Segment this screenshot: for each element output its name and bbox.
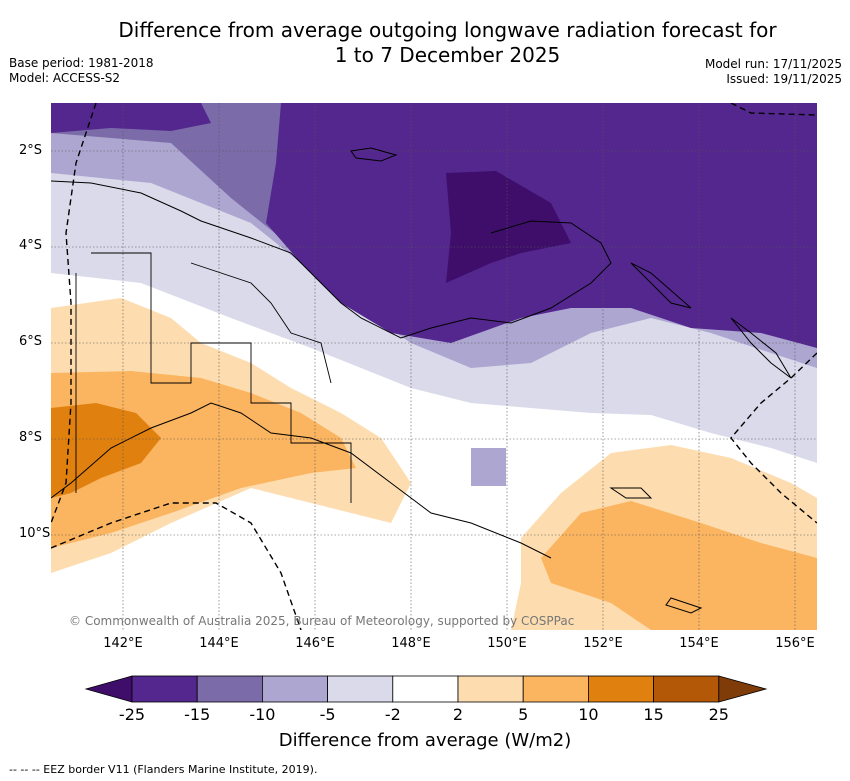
colorbar-tick-label: -2 — [384, 705, 401, 724]
anomaly-patch-small — [471, 448, 506, 486]
model-run: Model run: 17/11/2025 — [704, 57, 842, 71]
colorbar-tick-label: -5 — [319, 705, 336, 724]
meta-right: Model run: 17/11/2025 Issued: 19/11/2025 — [705, 57, 842, 87]
country-borders — [75, 252, 352, 503]
base-period: Base period: 1981-2018 — [9, 56, 154, 70]
title-line-1: Difference from average outgoing longwav… — [118, 18, 777, 42]
colorbar-cell — [261, 675, 328, 703]
colorbar-tick-label: 2 — [452, 705, 464, 724]
colorbar-extend-high — [718, 675, 768, 703]
colorbar-tick-label: -15 — [184, 705, 211, 724]
colorbar-tick-label: 25 — [708, 705, 729, 724]
model-name: Model: ACCESS-S2 — [9, 71, 121, 85]
colorbar-tick-label: 10 — [578, 705, 599, 724]
chart-title: Difference from average outgoing longwav… — [0, 18, 850, 68]
longitude-label: 152°E — [583, 636, 623, 651]
longitude-label: 142°E — [103, 636, 143, 651]
colorbar-tick-label: -25 — [118, 705, 146, 724]
anomaly-band-5-east — [541, 501, 817, 630]
colorbar-cell — [653, 675, 720, 703]
colorbar-tick-label: 15 — [643, 705, 664, 724]
latitude-label: 2°S — [19, 143, 43, 158]
anomaly-band-10-west — [51, 403, 161, 498]
colorbar-cell — [457, 675, 524, 703]
graticule — [51, 103, 817, 630]
map-panel — [51, 103, 817, 630]
longitude-label: 146°E — [295, 636, 335, 651]
longitude-label: 150°E — [487, 636, 527, 651]
colorbar-label: Difference from average (W/m2) — [278, 730, 572, 751]
meta-left: Base period: 1981-2018 Model: ACCESS-S2 — [9, 56, 154, 86]
map-svg — [51, 103, 817, 630]
colorbar-cell — [196, 675, 263, 703]
colorbar-cell — [392, 675, 459, 703]
longitude-label: 148°E — [391, 636, 431, 651]
longitude-label: 144°E — [199, 636, 239, 651]
eez-footnote: -- -- -- EEZ border V11 (Flanders Marine… — [9, 763, 318, 776]
latitude-label: 10°S — [19, 526, 51, 541]
coastlines — [51, 147, 792, 614]
colorbar-tick-label: 5 — [518, 705, 529, 724]
colorbar-cell — [327, 675, 394, 703]
colorbar-cell — [131, 675, 198, 703]
anomaly-band-minus25-west — [51, 103, 211, 133]
copyright-notice: © Commonwealth of Australia 2025, Bureau… — [69, 614, 575, 628]
colorbar-cell — [588, 675, 655, 703]
latitude-label: 4°S — [19, 238, 43, 253]
colorbar-tick-label: -10 — [249, 705, 276, 724]
longitude-label: 156°E — [775, 636, 815, 651]
eez-borders — [51, 103, 817, 630]
longitude-label: 154°E — [679, 636, 719, 651]
title-line-2: 1 to 7 December 2025 — [334, 43, 561, 67]
anomaly-core-extreme — [446, 171, 571, 283]
latitude-label: 6°S — [19, 334, 43, 349]
colorbar-cell — [522, 675, 589, 703]
latitude-label: 8°S — [19, 430, 43, 445]
issued-date: Issued: 19/11/2025 — [726, 72, 842, 86]
colorbar-extend-low — [84, 675, 133, 703]
